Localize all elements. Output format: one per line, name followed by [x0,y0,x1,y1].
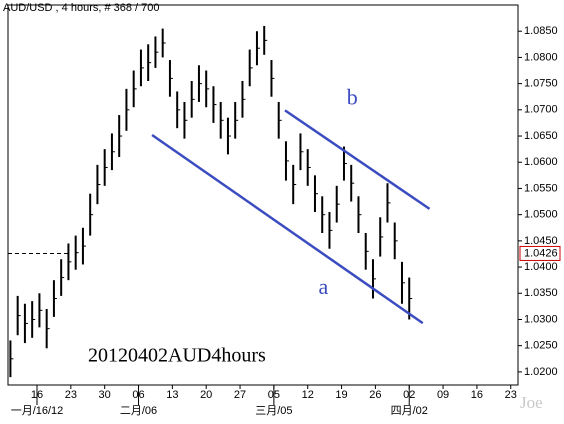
y-tick-label: 1.0450 [524,235,558,247]
x-tick-label: 12 [302,389,314,401]
x-tick-label: 26 [369,389,381,401]
watermark: 20120402AUD4hours [88,345,266,367]
signature: Joe [520,393,543,412]
month-tick-label: 二月/06 [120,405,157,417]
x-tick-label: 23 [505,389,517,401]
x-tick-label: 19 [335,389,347,401]
y-tick-label: 1.0350 [524,287,558,299]
month-tick-label: 四月/02 [391,405,428,417]
x-tick-label: 13 [166,389,178,401]
y-tick-label: 1.0750 [524,78,558,90]
y-tick-label: 1.0700 [524,104,558,116]
chart-title: AUD/USD , 4 hours, # 368 / 700 [3,2,160,14]
y-tick-label: 1.0400 [524,261,558,273]
y-tick-label: 1.0250 [524,340,558,352]
month-tick-label: 三月/05 [255,405,292,417]
y-tick-label: 1.0800 [524,51,558,63]
y-tick-label: 1.0600 [524,156,558,168]
x-tick-label: 27 [234,389,246,401]
x-tick-label: 16 [471,389,483,401]
y-tick-label: 1.0200 [524,366,558,378]
trendline [151,133,424,325]
trendline-label: a [319,274,329,299]
trendline-label: b [347,85,358,110]
last-price-box [519,245,561,261]
plot-frame [7,4,519,386]
trendline [284,109,431,210]
month-tick-label: 一月/16/12 [11,405,64,417]
y-tick-label: 1.0500 [524,209,558,221]
y-tick-label: 1.0300 [524,313,558,325]
y-tick-label: 1.0650 [524,130,558,142]
last-price-label: 1.0426 [524,247,558,259]
x-tick-label: 09 [437,389,449,401]
x-tick-label: 30 [99,389,111,401]
x-tick-label: 23 [65,389,77,401]
y-tick-label: 1.0550 [524,182,558,194]
y-tick-label: 1.0850 [524,25,558,37]
x-tick-label: 20 [200,389,212,401]
